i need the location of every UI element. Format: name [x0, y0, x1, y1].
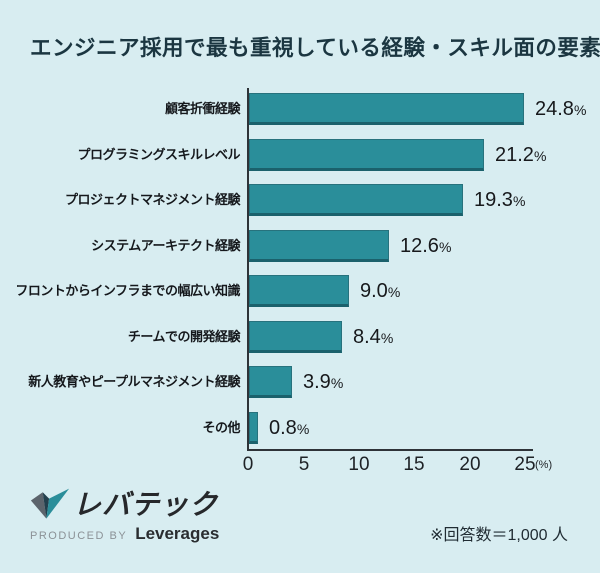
bar — [249, 93, 524, 125]
category-label: プロジェクトマネジメント経験 — [64, 192, 241, 207]
value-label: 24.8% — [535, 98, 587, 120]
x-tick: 20 — [459, 454, 481, 475]
value-label: 12.6% — [400, 235, 452, 257]
category-label: 顧客折衝経験 — [164, 101, 241, 116]
value-label: 9.0% — [360, 280, 401, 302]
x-tick: 25 — [514, 454, 536, 475]
value-label: 21.2% — [495, 144, 547, 166]
respondents-note: ※回答数＝1,000 人 — [430, 527, 568, 544]
x-tick: 10 — [348, 454, 370, 475]
bar — [249, 321, 342, 353]
chart-row: プロジェクトマネジメント経験 19.3% — [0, 184, 600, 216]
chart-row: チームでの開発経験 8.4% — [0, 321, 600, 353]
chart-row: フロントからインフラまでの幅広い知識 9.0% — [0, 275, 600, 307]
x-tick: 0 — [242, 454, 254, 475]
x-axis-unit-label: (%) — [535, 459, 553, 471]
bar — [249, 230, 389, 262]
chart-row: 顧客折衝経験 24.8% — [0, 93, 600, 125]
chart-row: その他 0.8% — [0, 412, 600, 444]
bar — [249, 366, 292, 398]
x-axis-line — [247, 449, 533, 451]
category-label: 新人教育やピープルマネジメント経験 — [28, 374, 240, 389]
category-label: チームでの開発経験 — [127, 329, 241, 344]
chart-row: 新人教育やピープルマネジメント経験 3.9% — [0, 366, 600, 398]
y-axis-line — [247, 88, 249, 450]
bar — [249, 275, 349, 307]
category-label: システムアーキテクト経験 — [91, 238, 240, 253]
category-label: プログラミングスキルレベル — [77, 147, 240, 162]
logo-wordmark: レバテック — [73, 489, 219, 520]
chart-row: プログラミングスキルレベル 21.2% — [0, 139, 600, 171]
levtech-logo: レバテック PRODUCED BY Leverages — [30, 488, 219, 544]
x-tick: 15 — [403, 454, 425, 475]
category-label: その他 — [202, 420, 240, 435]
value-label: 8.4% — [353, 326, 394, 348]
x-tick: 5 — [298, 454, 310, 475]
bar — [249, 184, 463, 216]
bar — [249, 412, 258, 444]
company-name: Leverages — [135, 524, 220, 543]
bar — [249, 139, 484, 171]
checkmark-logo-icon — [30, 488, 70, 519]
category-label: フロントからインフラまでの幅広い知識 — [15, 283, 240, 298]
produced-by-label: PRODUCED BY — [30, 530, 128, 542]
value-label: 3.9% — [303, 371, 344, 393]
chart-title: エンジニア採用で最も重視している経験・スキル面の要素 — [30, 36, 600, 60]
chart-row: システムアーキテクト経験 12.6% — [0, 230, 600, 262]
value-label: 19.3% — [474, 189, 526, 211]
value-label: 0.8% — [269, 417, 310, 439]
